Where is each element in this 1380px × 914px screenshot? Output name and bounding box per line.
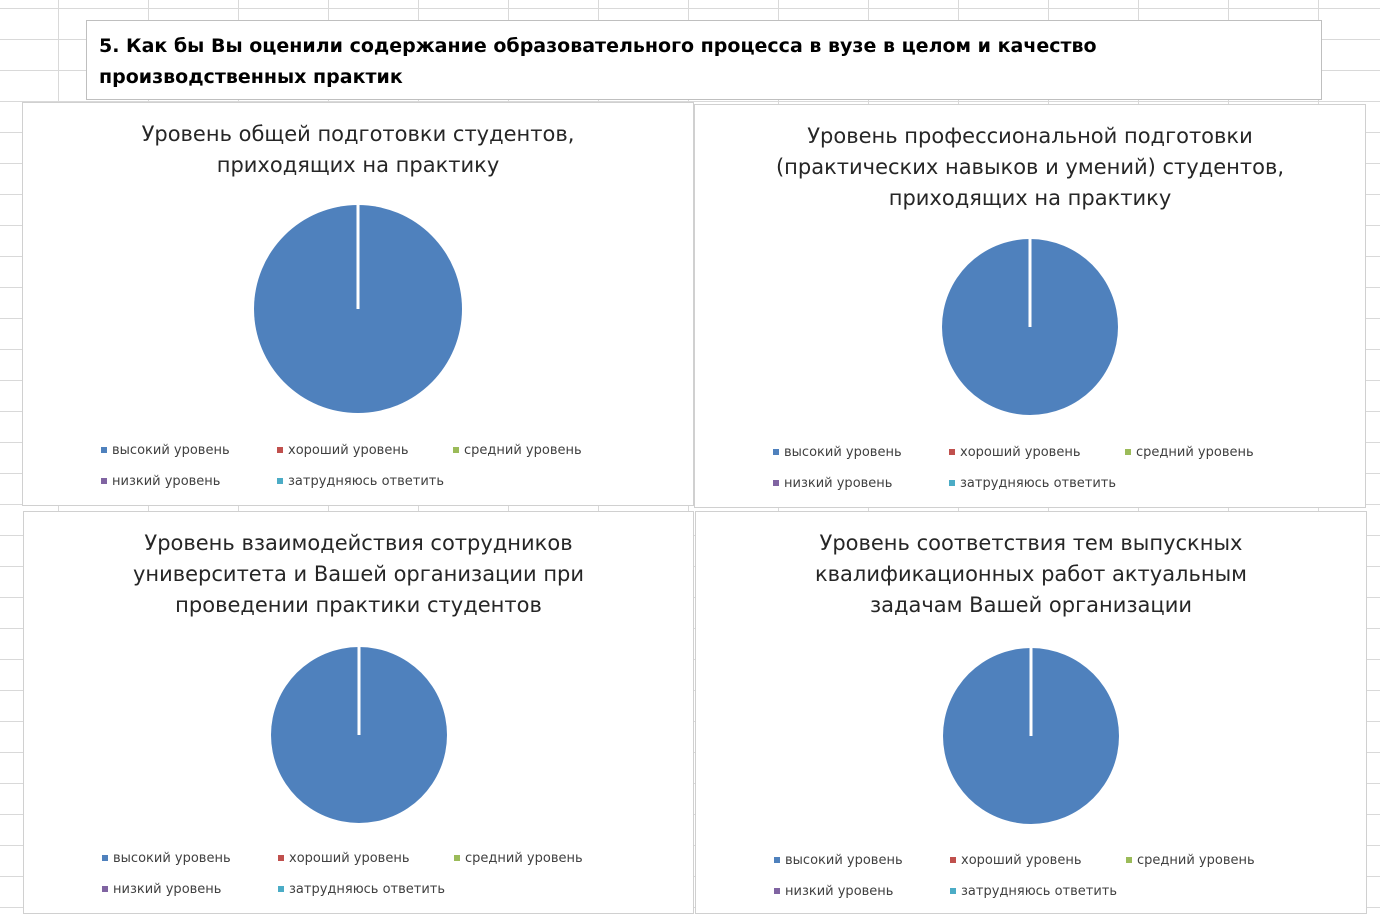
chart-panel-2[interactable]: Уровень профессиональной подготовки (прак… — [694, 104, 1366, 508]
chart-title-line: университета и Вашей организации при — [132, 562, 585, 586]
legend-swatch — [774, 856, 780, 863]
legend-item[interactable]: низкий уровень — [774, 884, 893, 900]
legend-swatch — [950, 856, 956, 863]
legend-swatch — [1125, 448, 1131, 455]
legend-swatch — [102, 885, 108, 892]
legend-item[interactable]: средний уровень — [1125, 445, 1254, 461]
legend-item[interactable]: затрудняюсь ответить — [949, 476, 1116, 492]
legend-item[interactable]: хороший уровень — [277, 443, 409, 459]
legend-label: затрудняюсь ответить — [288, 474, 445, 489]
legend-swatch — [453, 446, 459, 453]
chart-panel-4[interactable]: Уровень соответствия тем выпускных квалиф… — [695, 511, 1367, 914]
pie-chart — [943, 648, 1119, 824]
legend-item[interactable]: затрудняюсь ответить — [278, 882, 445, 898]
legend-item[interactable]: высокий уровень — [102, 851, 231, 867]
pie-chart — [271, 647, 447, 823]
chart-title-line: (практических навыков и умений) студенто… — [775, 155, 1285, 179]
question-line-2: производственных практик — [99, 66, 403, 88]
legend-label: затрудняюсь ответить — [289, 882, 446, 897]
legend-item[interactable]: хороший уровень — [278, 851, 410, 867]
chart-panel-3[interactable]: Уровень взаимодействия сотрудников универ… — [23, 511, 694, 914]
legend-item[interactable]: низкий уровень — [773, 476, 892, 492]
chart-title-line: приходящих на практику — [216, 153, 500, 177]
legend-swatch — [949, 448, 955, 455]
chart-title-line: задачам Вашей организации — [869, 593, 1193, 617]
chart-title-line: Уровень общей подготовки студентов, — [141, 122, 575, 146]
legend-label: хороший уровень — [961, 853, 1082, 868]
question-line-1: 5. Как бы Вы оценили содержание образова… — [99, 35, 1097, 57]
legend-label: средний уровень — [1137, 853, 1255, 868]
legend-item[interactable]: хороший уровень — [949, 445, 1081, 461]
legend-label: хороший уровень — [289, 851, 410, 866]
legend-label: средний уровень — [1136, 445, 1254, 460]
legend-label: хороший уровень — [288, 443, 409, 458]
legend-item[interactable]: средний уровень — [1126, 853, 1255, 869]
chart-panel-1[interactable]: Уровень общей подготовки студентов, прихо… — [22, 102, 694, 506]
legend-item[interactable]: низкий уровень — [101, 474, 220, 490]
legend-label: высокий уровень — [785, 853, 903, 868]
chart-title: Уровень соответствия тем выпускных квалиф… — [696, 528, 1366, 621]
question-box: 5. Как бы Вы оценили содержание образова… — [86, 20, 1322, 100]
legend-swatch — [102, 854, 108, 861]
legend-swatch — [278, 854, 284, 861]
chart-title-line: Уровень профессиональной подготовки — [807, 124, 1253, 148]
legend-item[interactable]: высокий уровень — [773, 445, 902, 461]
legend-label: средний уровень — [465, 851, 583, 866]
chart-title-line: Уровень соответствия тем выпускных — [819, 531, 1243, 555]
legend-swatch — [773, 479, 779, 486]
legend-label: затрудняюсь ответить — [961, 884, 1118, 899]
legend-swatch — [101, 446, 107, 453]
legend-label: низкий уровень — [113, 882, 222, 897]
legend-item[interactable]: высокий уровень — [774, 853, 903, 869]
legend-swatch — [101, 477, 107, 484]
legend-label: затрудняюсь ответить — [960, 476, 1117, 491]
legend-item[interactable]: затрудняюсь ответить — [277, 474, 444, 490]
legend-swatch — [774, 887, 780, 894]
legend-swatch — [950, 887, 956, 894]
legend-swatch — [277, 477, 283, 484]
legend-item[interactable]: высокий уровень — [101, 443, 230, 459]
legend-label: высокий уровень — [112, 443, 230, 458]
chart-title: Уровень общей подготовки студентов, прихо… — [23, 119, 693, 181]
legend-swatch — [1126, 856, 1132, 863]
legend-label: хороший уровень — [960, 445, 1081, 460]
legend-label: низкий уровень — [784, 476, 893, 491]
legend-label: низкий уровень — [785, 884, 894, 899]
legend-swatch — [454, 854, 460, 861]
chart-title-line: Уровень взаимодействия сотрудников — [144, 531, 573, 555]
legend-swatch — [277, 446, 283, 453]
legend-label: высокий уровень — [113, 851, 231, 866]
legend-item[interactable]: затрудняюсь ответить — [950, 884, 1117, 900]
legend-label: средний уровень — [464, 443, 582, 458]
chart-title: Уровень профессиональной подготовки (прак… — [695, 121, 1365, 214]
legend-item[interactable]: средний уровень — [453, 443, 582, 459]
pie-chart — [254, 205, 462, 413]
legend-swatch — [773, 448, 779, 455]
chart-title-line: приходящих на практику — [888, 186, 1172, 210]
legend-label: высокий уровень — [784, 445, 902, 460]
legend-swatch — [949, 479, 955, 486]
chart-title-line: квалификационных работ актуальным — [814, 562, 1248, 586]
pie-chart — [942, 239, 1118, 415]
legend-item[interactable]: хороший уровень — [950, 853, 1082, 869]
chart-title-line: проведении практики студентов — [175, 593, 542, 617]
chart-title: Уровень взаимодействия сотрудников универ… — [24, 528, 693, 621]
legend-item[interactable]: низкий уровень — [102, 882, 221, 898]
legend-item[interactable]: средний уровень — [454, 851, 583, 867]
legend-label: низкий уровень — [112, 474, 221, 489]
legend-swatch — [278, 885, 284, 892]
